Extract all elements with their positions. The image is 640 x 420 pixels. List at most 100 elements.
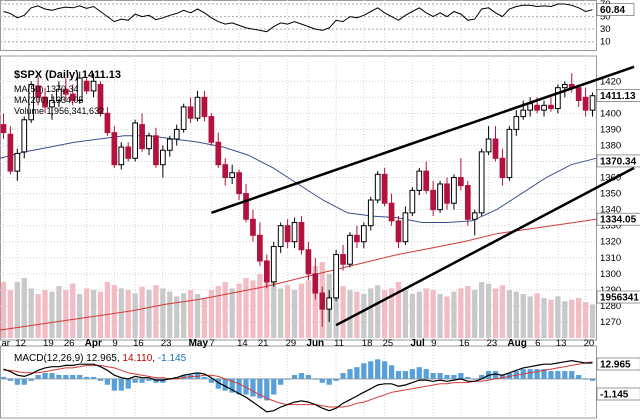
volume-bar xyxy=(42,290,48,338)
macd-histogram-bar xyxy=(278,378,284,385)
candle-body xyxy=(56,88,62,102)
candle-body xyxy=(451,177,457,204)
volume-bar xyxy=(312,266,318,338)
volume-bar xyxy=(111,285,117,338)
price-tick-label: 1340 xyxy=(600,205,621,216)
histogram-badge: -1.145 xyxy=(600,390,629,401)
x-tick-label: 13 xyxy=(556,338,567,349)
x-tick-label: 18 xyxy=(362,338,373,349)
candle-body xyxy=(7,133,14,172)
volume-bar xyxy=(333,278,339,338)
volume-bar xyxy=(222,282,228,338)
x-tick-label: May xyxy=(189,338,209,349)
candle-body xyxy=(42,96,48,108)
volume-bar xyxy=(291,290,298,338)
volume-bar xyxy=(347,290,353,338)
volume-bar xyxy=(14,282,20,338)
candle-body xyxy=(312,273,319,294)
x-tick-label: 16 xyxy=(133,338,144,349)
price-legend: $SPX (Daily) 1411.13 MA(50) 1370.34 MA(2… xyxy=(14,69,121,116)
candle-body xyxy=(111,132,118,166)
candle-body xyxy=(388,202,395,222)
volume-bar xyxy=(28,288,34,338)
ma200-badge: 1334.05 xyxy=(600,215,637,226)
price-tick-label: 1360 xyxy=(600,173,621,184)
macd-histogram-bar xyxy=(388,365,395,379)
volume-bar xyxy=(236,283,242,338)
x-tick-label: 12 xyxy=(15,338,26,349)
macd-histogram-bar xyxy=(90,376,97,379)
x-tick-label: 25 xyxy=(383,338,394,349)
symbol-label: $SPX (Daily) 1411.13 xyxy=(14,69,121,81)
macd-histogram-bar xyxy=(430,373,436,379)
macd-histogram-bar xyxy=(416,367,422,379)
volume-bar xyxy=(257,274,263,338)
macd-histogram-bar xyxy=(395,371,402,379)
volume-bar xyxy=(381,290,388,338)
candle-body xyxy=(367,199,374,227)
volume-bar xyxy=(492,288,499,338)
macd-histogram-bar xyxy=(111,378,117,391)
macd-histogram-bar xyxy=(14,378,20,385)
candle-body xyxy=(555,87,561,110)
candle-body xyxy=(423,170,430,191)
candle-body xyxy=(139,124,145,150)
macd-histogram-bar xyxy=(555,371,561,379)
x-tick-label: 26 xyxy=(64,338,75,349)
volume-bar xyxy=(0,282,7,338)
volume-bar xyxy=(250,280,256,338)
candle-body xyxy=(160,149,166,166)
volume-bar xyxy=(375,285,381,338)
candle-body xyxy=(194,96,201,119)
volume-badge-bg xyxy=(596,290,640,304)
candle-body xyxy=(298,221,305,251)
volume-bar xyxy=(513,291,519,338)
candle-body xyxy=(173,128,180,140)
macd-histogram-bar xyxy=(28,378,34,381)
macd-histogram-bar xyxy=(7,378,14,381)
macd-histogram-bar xyxy=(381,361,388,379)
volume-bar xyxy=(527,296,533,338)
macd-histogram-bar xyxy=(548,371,554,379)
candle-body xyxy=(69,93,76,102)
histogram-badge-bg xyxy=(596,387,640,401)
volume-bar xyxy=(298,283,305,338)
candle-body xyxy=(21,119,28,153)
price-tick-label: 1310 xyxy=(600,253,621,264)
volume-bar xyxy=(451,291,457,338)
candle-body xyxy=(277,225,284,248)
macd-histogram-bar xyxy=(160,378,166,383)
macd-histogram-bar xyxy=(472,378,478,380)
volume-bar xyxy=(63,290,69,338)
macd-histogram-bar xyxy=(402,371,409,379)
volume-bar xyxy=(83,288,90,338)
volume-bar xyxy=(77,294,83,338)
macd-histogram-bar xyxy=(409,369,415,379)
x-tick-label: 21 xyxy=(258,338,269,349)
candle-body xyxy=(62,88,69,95)
candle-body xyxy=(257,234,263,262)
macd-histogram-bar xyxy=(319,378,325,383)
macd-histogram-bar xyxy=(375,359,381,379)
candle-body xyxy=(527,103,534,111)
volume-bar xyxy=(485,283,492,338)
candle-body xyxy=(354,234,360,243)
macd-histogram-bar xyxy=(437,373,443,379)
macd-histogram-bar xyxy=(361,363,367,379)
volume-bar xyxy=(187,290,194,338)
volume-bar xyxy=(361,294,367,338)
rsi-panel xyxy=(0,3,596,43)
candle-body xyxy=(561,83,568,89)
candle-body xyxy=(229,172,236,179)
volume-bar xyxy=(104,282,111,338)
macd-histogram-bar xyxy=(35,374,41,379)
volume-bar xyxy=(458,288,464,338)
candle-body xyxy=(180,106,187,130)
macd-histogram-bar xyxy=(215,378,221,389)
price-tick-label: 1280 xyxy=(600,301,621,312)
x-tick-label: 16 xyxy=(459,338,470,349)
candle-body xyxy=(118,146,125,166)
axis-labels: 1270128012901300131013201330134013501360… xyxy=(1,0,640,401)
macd-histogram-bar xyxy=(146,378,152,381)
macd-histogram-bar xyxy=(312,378,318,380)
